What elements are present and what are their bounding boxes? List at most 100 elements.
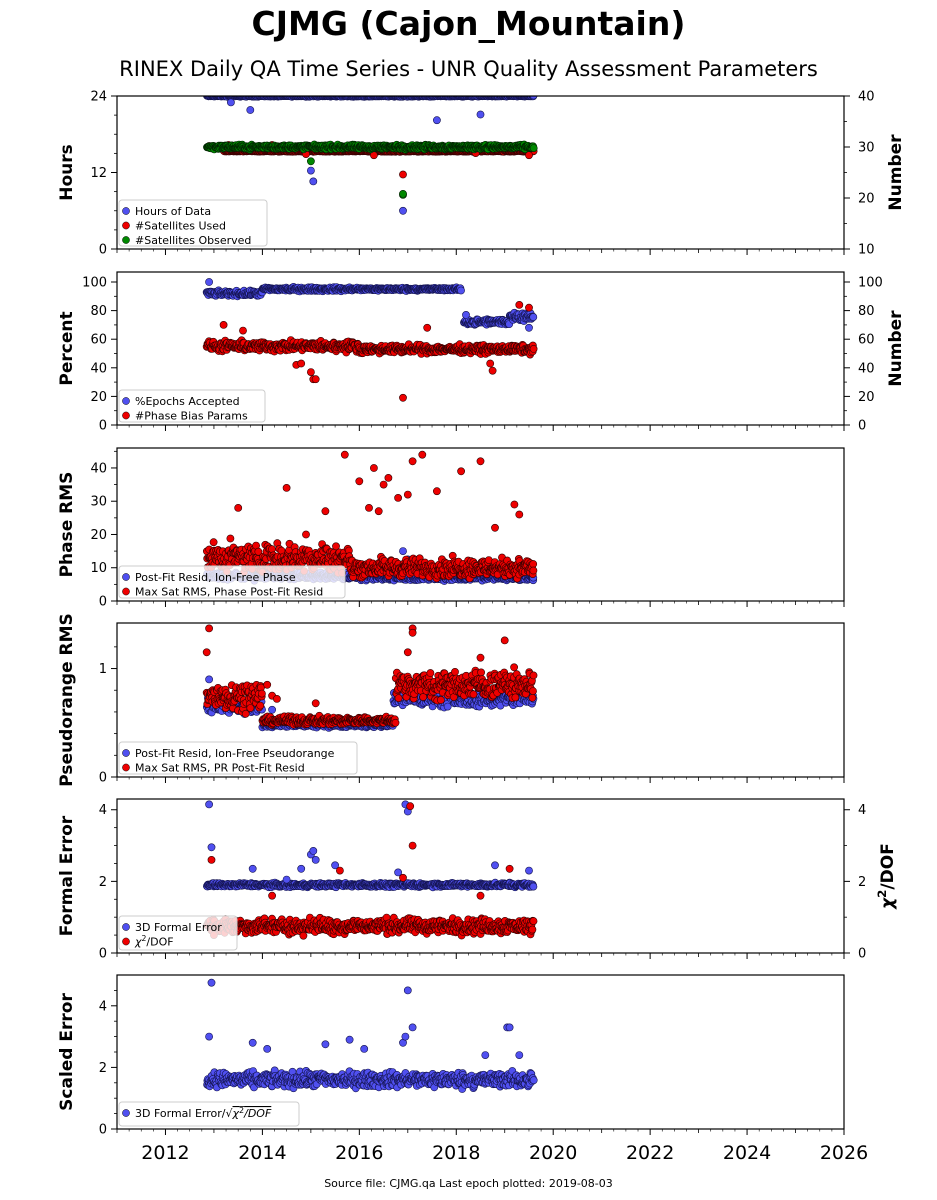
ytick-label-phase: 10 (90, 561, 107, 576)
y2tick-label-hours: 20 (858, 192, 875, 207)
y2tick-label-hours: 10 (858, 243, 875, 258)
point-percent-s1 (399, 393, 407, 402)
point-phase-s1 (355, 477, 364, 486)
point-phase-s1 (282, 483, 291, 492)
point-phase-s1 (379, 480, 388, 489)
ytick-label-percent: 100 (82, 276, 107, 291)
point-percent-s1 (525, 303, 533, 312)
point-phase-s1 (403, 490, 412, 499)
point-percent-s1 (529, 344, 538, 353)
point-percent-s0 (529, 313, 538, 321)
point-phase-s1 (515, 510, 524, 519)
legend-marker-phase (122, 573, 130, 581)
point-phase-s1 (418, 450, 427, 459)
point-phase-s1 (365, 503, 373, 512)
data-points-pseudorange (202, 624, 538, 732)
page-subtitle: RINEX Daily QA Time Series - UNR Quality… (119, 57, 818, 81)
point-phase-s1 (321, 507, 330, 516)
ytick-label-hours: 0 (99, 243, 107, 258)
point-phase-s1 (491, 523, 499, 532)
ylabel-hours: Hours (57, 144, 77, 201)
legend-marker-percent (122, 411, 130, 420)
data-points-percent (202, 278, 538, 402)
point-phase-s1 (476, 457, 485, 466)
point-phase-s1 (529, 560, 538, 568)
y2tick-label-percent: 60 (858, 333, 875, 348)
point-phase-s1 (234, 503, 243, 512)
y2tick-label-percent: 40 (858, 361, 875, 376)
y2tick-label-percent: 20 (858, 390, 875, 405)
legend-label-phase: Post-Fit Resid, Ion-Free Phase (135, 571, 296, 584)
point-hours-s2 (529, 144, 538, 152)
point-hours-s0 (399, 206, 407, 215)
point-phase-s1 (408, 457, 417, 466)
point-percent-s0 (205, 278, 213, 286)
point-phase-s1 (457, 467, 465, 476)
point-percent-s0 (462, 310, 470, 319)
ylabel-percent: Percent (57, 311, 77, 385)
point-phase-s1 (510, 500, 519, 509)
legend-label-phase: Max Sat RMS, Phase Post-Fit Resid (135, 586, 323, 599)
point-phase-s1 (432, 487, 441, 496)
point-percent-s0 (457, 286, 465, 295)
point-hours-s0 (432, 116, 441, 125)
y2label-percent: Number (886, 310, 906, 387)
point-hours-s0 (246, 106, 255, 114)
legend-hours: Hours of Data #Satellites Used#Satellites… (118, 199, 268, 247)
point-hours-s0 (476, 110, 485, 119)
point-percent-s1 (219, 320, 228, 329)
legend-label-hours: #Satellites Observed (135, 234, 251, 247)
legend-marker-hours (122, 207, 130, 215)
ytick-label-phase: 0 (99, 595, 107, 610)
point-hours-s2 (399, 189, 407, 198)
ylabel-phase: Phase RMS (57, 472, 77, 578)
point-percent-s1 (239, 326, 247, 335)
point-phase-s1 (529, 566, 538, 575)
panel-phase: 0 10 20 30 40 Phase RMS Post-Fit Resid, Ion-Fr… (57, 447, 845, 610)
y2tick-label-hours: 30 (858, 141, 875, 156)
ytick-label-phase: 40 (90, 461, 107, 476)
point-phase-s1 (226, 534, 235, 543)
point-percent-s1 (297, 359, 306, 368)
page-title: CJMG (Cajon_Mountain) (251, 4, 686, 43)
ytick-label-phase: 30 (90, 495, 107, 510)
y2tick-label-percent: 100 (858, 276, 883, 291)
legend-phase: Post-Fit Resid, Ion-Free Phase Max Sat RM… (118, 565, 346, 599)
point-percent-s1 (515, 300, 524, 309)
y2tick-label-hours: 40 (858, 90, 875, 105)
point-phase-s1 (384, 473, 393, 482)
ytick-label-percent: 20 (90, 390, 107, 405)
point-phase-s0 (399, 547, 407, 555)
point-hours-s0 (306, 166, 315, 175)
y2label-hours: Number (886, 134, 906, 211)
point-percent-s1 (423, 323, 432, 332)
point-phase-s1 (209, 538, 218, 547)
legend-marker-percent (122, 397, 130, 405)
legend-label-hours: Hours of Data (135, 205, 211, 218)
point-percent-s0 (525, 323, 533, 332)
ytick-label-percent: 40 (90, 361, 107, 376)
legend-marker-phase (122, 587, 130, 596)
ytick-label-phase: 20 (90, 528, 107, 543)
legend-percent: %Epochs Accepted#Phase Bias Params (118, 389, 266, 423)
point-phase-s1 (302, 530, 310, 539)
legend-marker-hours (122, 221, 130, 230)
point-phase-s1 (340, 450, 349, 459)
ytick-label-percent: 60 (90, 333, 107, 348)
y2tick-label-percent: 80 (858, 304, 875, 319)
data-points-hours (203, 96, 538, 215)
point-percent-s1 (306, 368, 315, 376)
point-hours-s0 (226, 98, 235, 107)
point-percent-s1 (311, 375, 320, 384)
point-phase-s1 (369, 464, 378, 472)
point-percent-s1 (488, 366, 497, 375)
legend-box-percent (118, 389, 266, 423)
point-phase-s1 (374, 507, 383, 516)
legend-label-hours: #Satellites Used (135, 220, 226, 233)
point-hours-s0 (529, 96, 538, 100)
ytick-label-hours: 12 (90, 166, 107, 181)
